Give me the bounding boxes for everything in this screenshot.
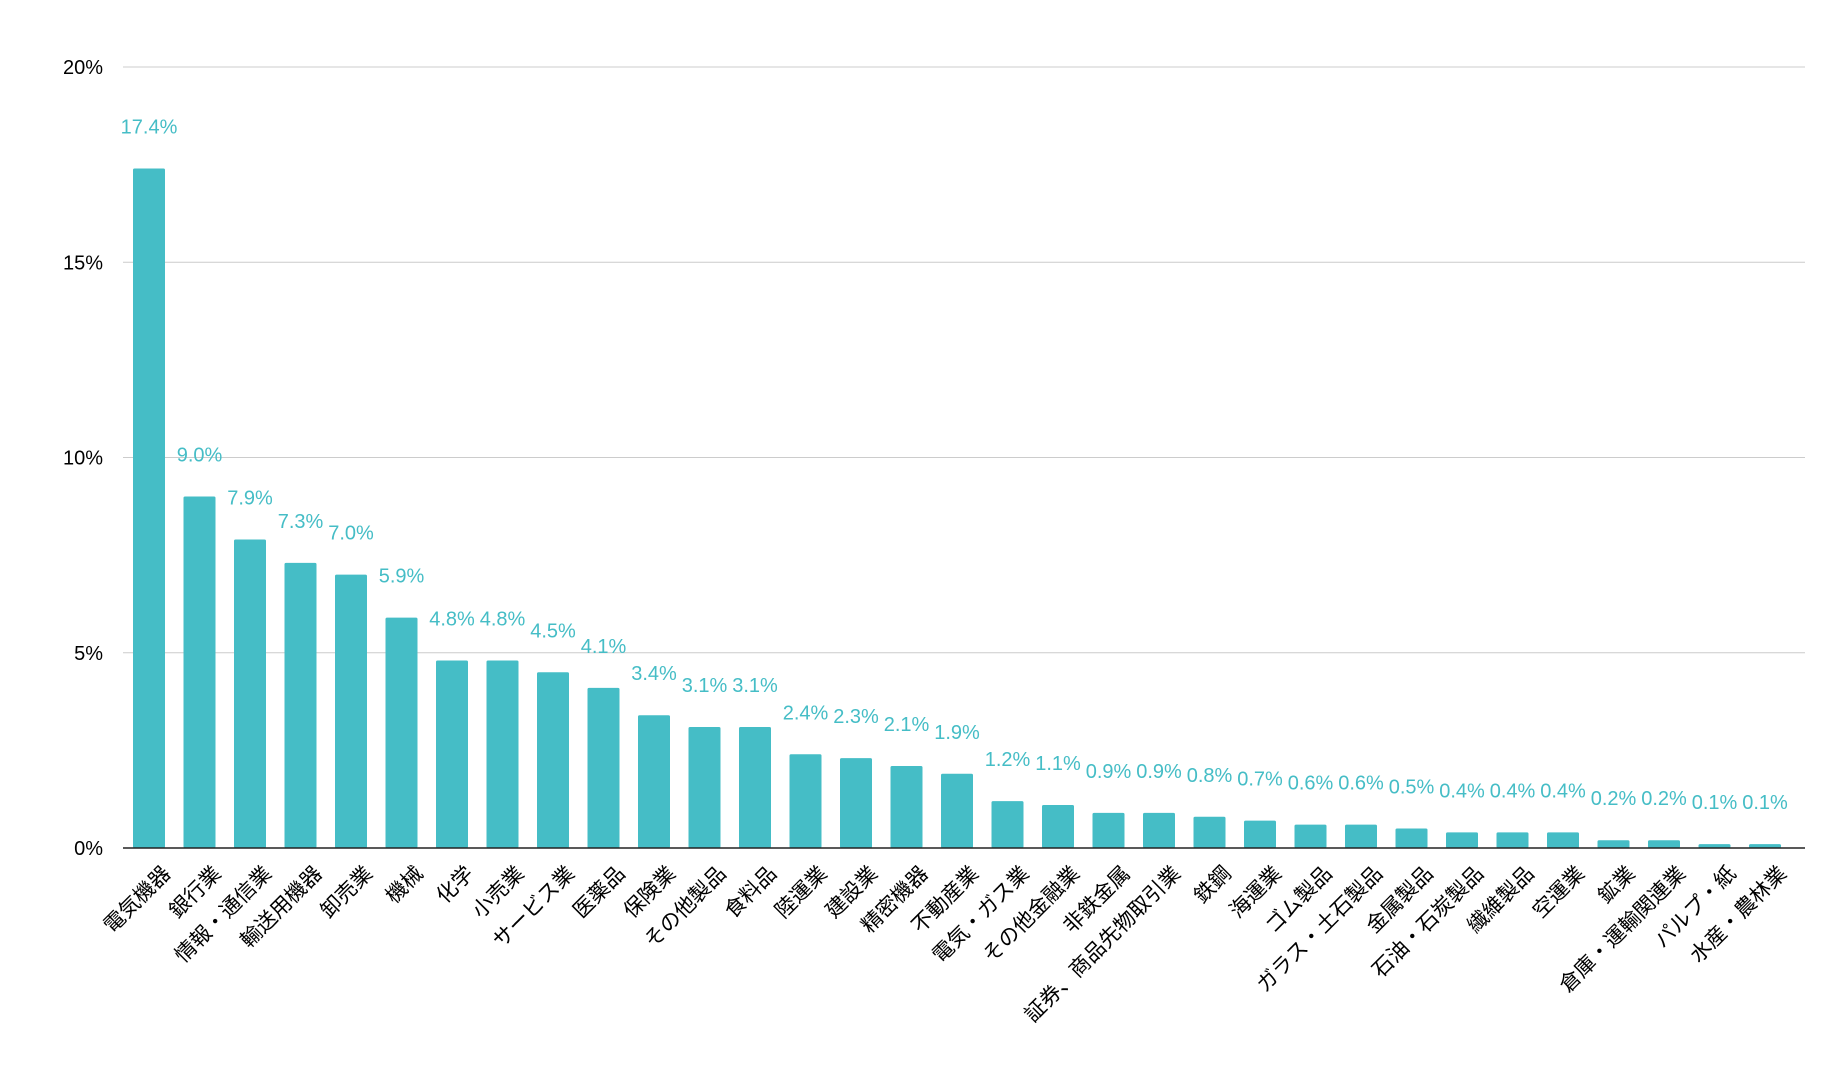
grid-lines [123, 66, 1805, 654]
y-tick-label: 15% [63, 252, 103, 274]
bar [335, 574, 367, 848]
bar [1698, 844, 1731, 848]
y-tick-label: 20% [63, 57, 103, 79]
y-tick-label: 0% [74, 838, 103, 860]
category-label: 電気機器 [99, 861, 175, 937]
data-label: 2.3% [833, 706, 879, 728]
data-label: 0.5% [1389, 776, 1435, 798]
bar [436, 660, 468, 848]
data-label: 0.2% [1641, 788, 1687, 810]
category-label: 医薬品 [568, 861, 630, 923]
bar [1749, 844, 1781, 848]
data-label: 2.1% [884, 714, 930, 736]
data-label: 3.1% [682, 675, 728, 697]
data-label: 7.9% [227, 488, 273, 510]
category-label: 機械 [381, 861, 428, 908]
bar [1143, 812, 1175, 848]
data-label: 0.4% [1490, 780, 1536, 802]
bar [1648, 840, 1680, 848]
data-label: 0.6% [1338, 773, 1384, 795]
bar [385, 617, 418, 848]
bar [840, 758, 872, 848]
data-label: 0.2% [1591, 788, 1637, 810]
data-label: 0.1% [1692, 792, 1738, 814]
bar [638, 715, 670, 848]
bar [1244, 820, 1276, 848]
data-label: 3.4% [631, 663, 677, 685]
category-label: 食料品 [720, 861, 782, 923]
data-label: 4.8% [480, 609, 526, 631]
data-label: 4.8% [429, 609, 475, 631]
data-label: 0.4% [1439, 780, 1485, 802]
bar [1446, 832, 1478, 848]
data-label: 3.1% [732, 675, 778, 697]
data-label: 0.6% [1288, 773, 1334, 795]
category-label: 空運業 [1528, 861, 1590, 923]
y-axis-tick-labels: 0% 5% 10% 15% 20% [63, 57, 103, 860]
data-label: 0.7% [1237, 769, 1283, 791]
data-label: 0.8% [1187, 765, 1233, 787]
bar [587, 687, 620, 848]
bar [1395, 828, 1428, 848]
data-label: 4.1% [581, 636, 627, 658]
category-label: 卸売業 [316, 861, 378, 923]
data-label: 1.1% [1035, 753, 1081, 775]
y-tick-label: 10% [63, 448, 103, 470]
bar [1294, 824, 1327, 848]
bars [133, 168, 1781, 848]
bar [284, 562, 317, 848]
data-label: 0.9% [1136, 761, 1182, 783]
bar [1193, 816, 1226, 848]
bar [537, 672, 569, 848]
bar [1496, 832, 1529, 848]
bar [941, 773, 973, 848]
bar [739, 726, 771, 848]
bar [890, 765, 923, 848]
y-tick-label: 5% [74, 643, 103, 665]
bar [1042, 805, 1074, 848]
data-label: 0.1% [1742, 792, 1788, 814]
data-labels: 17.4%9.0%7.9%7.3%7.0%5.9%4.8% 4.8%4.5%4.1… [121, 117, 1788, 815]
bar [183, 496, 216, 848]
data-label: 1.9% [934, 722, 980, 744]
bar [1345, 824, 1377, 848]
data-label: 5.9% [379, 566, 425, 588]
bar [486, 660, 519, 848]
bar [1547, 832, 1579, 848]
bar [688, 726, 721, 848]
bar [133, 168, 165, 848]
data-label: 1.2% [985, 749, 1031, 771]
category-label: 陸運業 [770, 861, 832, 923]
bar [789, 754, 822, 848]
data-label: 17.4% [121, 117, 178, 139]
bar [1092, 812, 1125, 848]
data-label: 0.4% [1540, 780, 1586, 802]
data-label: 9.0% [177, 445, 223, 467]
bar [234, 539, 266, 848]
data-label: 7.3% [278, 511, 324, 533]
data-label: 2.4% [783, 702, 829, 724]
bar [1597, 840, 1630, 848]
data-label: 4.5% [530, 620, 576, 642]
bar [991, 801, 1024, 848]
data-label: 7.0% [328, 523, 374, 545]
data-label: 0.9% [1086, 761, 1132, 783]
